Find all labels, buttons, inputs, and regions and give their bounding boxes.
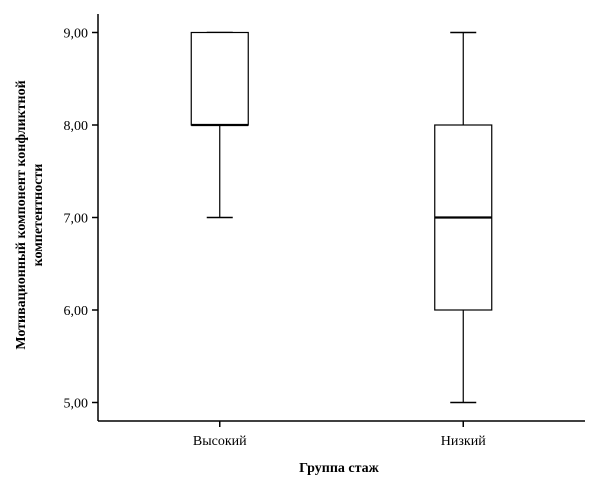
x-ticks: Высокий Низкий: [193, 421, 486, 449]
iqr-box: [190, 31, 249, 126]
y-axis-title-line-2: компетентности: [31, 164, 46, 267]
x-axis-title: Группа стаж: [299, 461, 380, 476]
x-tick-label: Низкий: [441, 434, 486, 449]
y-axis-title: Мотивационный компонент конфликтной комп…: [14, 80, 46, 349]
y-tick-label: 8,00: [64, 119, 89, 134]
y-tick-label: 6,00: [64, 304, 89, 319]
y-tick-label: 5,00: [64, 397, 89, 412]
axes-layer: [97, 14, 585, 422]
box-group: [190, 31, 249, 219]
y-axis-title-line-1: Мотивационный компонент конфликтной: [14, 80, 29, 349]
y-tick-label: 7,00: [64, 212, 89, 227]
y-tick-label: 9,00: [64, 27, 89, 42]
boxes-layer: [190, 31, 493, 404]
box-group: [434, 31, 493, 404]
x-tick-label: Высокий: [193, 434, 247, 449]
y-ticks: 5,00 6,00 7,00 8,00 9,00: [64, 27, 98, 412]
